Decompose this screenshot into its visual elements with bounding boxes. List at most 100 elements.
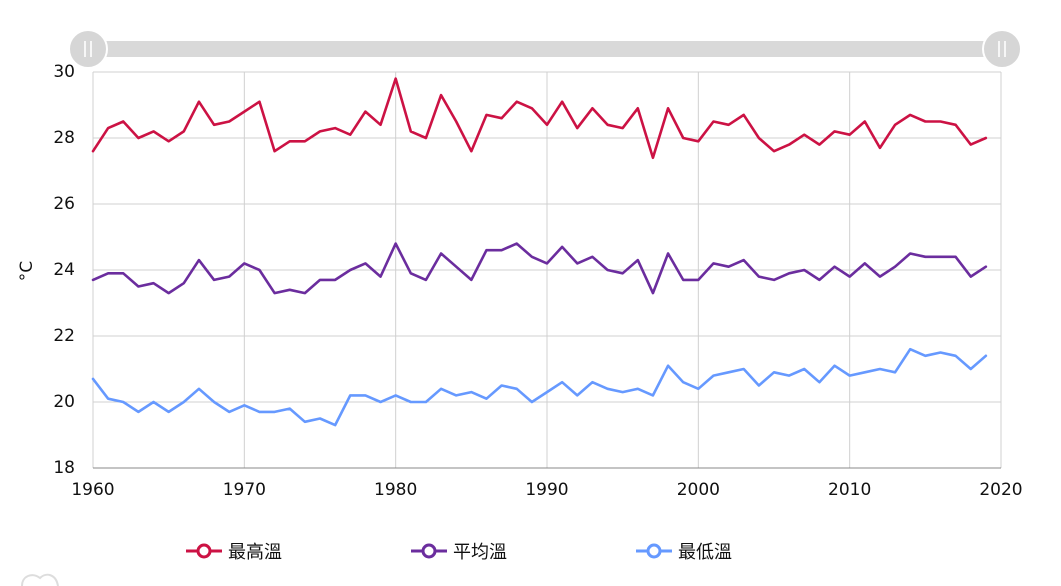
data-point[interactable] (950, 350, 962, 362)
data-point[interactable] (586, 251, 598, 263)
data-point[interactable] (238, 399, 250, 411)
data-point[interactable] (571, 257, 583, 269)
data-point[interactable] (390, 389, 402, 401)
data-point[interactable] (844, 271, 856, 283)
data-point[interactable] (314, 125, 326, 137)
data-point[interactable] (934, 347, 946, 359)
data-point[interactable] (208, 396, 220, 408)
data-point[interactable] (783, 139, 795, 151)
data-point[interactable] (465, 145, 477, 157)
data-point[interactable] (163, 135, 175, 147)
data-point[interactable] (511, 96, 523, 108)
data-point[interactable] (87, 373, 99, 385)
data-point[interactable] (753, 132, 765, 144)
data-point[interactable] (420, 396, 432, 408)
data-point[interactable] (359, 106, 371, 118)
data-point[interactable] (541, 119, 553, 131)
data-point[interactable] (844, 370, 856, 382)
data-point[interactable] (208, 119, 220, 131)
data-point[interactable] (571, 122, 583, 134)
data-point[interactable] (965, 363, 977, 375)
data-point[interactable] (163, 406, 175, 418)
data-point[interactable] (375, 271, 387, 283)
data-point[interactable] (798, 264, 810, 276)
data-point[interactable] (753, 380, 765, 392)
data-point[interactable] (329, 122, 341, 134)
data-point[interactable] (813, 376, 825, 388)
data-point[interactable] (253, 264, 265, 276)
data-point[interactable] (632, 254, 644, 266)
data-point[interactable] (102, 393, 114, 405)
data-point[interactable] (284, 135, 296, 147)
data-point[interactable] (965, 271, 977, 283)
data-point[interactable] (405, 267, 417, 279)
data-point[interactable] (117, 396, 129, 408)
data-point[interactable] (132, 281, 144, 293)
data-point[interactable] (526, 251, 538, 263)
data-point[interactable] (919, 116, 931, 128)
data-point[interactable] (511, 238, 523, 250)
data-point[interactable] (647, 389, 659, 401)
data-point[interactable] (919, 251, 931, 263)
data-point[interactable] (707, 116, 719, 128)
data-point[interactable] (859, 257, 871, 269)
series-line-2[interactable] (91, 347, 988, 427)
data-point[interactable] (390, 73, 402, 85)
data-point[interactable] (692, 383, 704, 395)
data-point[interactable] (556, 96, 568, 108)
slider-track[interactable] (88, 41, 1002, 57)
data-point[interactable] (480, 109, 492, 121)
data-point[interactable] (223, 116, 235, 128)
data-point[interactable] (707, 257, 719, 269)
data-point[interactable] (253, 406, 265, 418)
data-point[interactable] (496, 380, 508, 392)
data-point[interactable] (829, 360, 841, 372)
data-point[interactable] (87, 274, 99, 286)
data-point[interactable] (329, 419, 341, 431)
data-point[interactable] (526, 396, 538, 408)
data-point[interactable] (617, 267, 629, 279)
legend-item-min[interactable]: 最低溫 (636, 536, 732, 566)
data-point[interactable] (768, 274, 780, 286)
slider-right-handle[interactable] (982, 29, 1022, 69)
data-point[interactable] (299, 135, 311, 147)
data-point[interactable] (980, 350, 992, 362)
data-point[interactable] (284, 284, 296, 296)
data-point[interactable] (480, 393, 492, 405)
data-point[interactable] (934, 116, 946, 128)
data-point[interactable] (602, 119, 614, 131)
data-point[interactable] (586, 102, 598, 114)
data-point[interactable] (87, 145, 99, 157)
data-point[interactable] (934, 251, 946, 263)
data-point[interactable] (344, 129, 356, 141)
data-point[interactable] (874, 142, 886, 154)
data-point[interactable] (723, 261, 735, 273)
data-point[interactable] (950, 119, 962, 131)
data-point[interactable] (344, 264, 356, 276)
data-point[interactable] (314, 274, 326, 286)
data-point[interactable] (859, 366, 871, 378)
data-point[interactable] (980, 261, 992, 273)
data-point[interactable] (617, 386, 629, 398)
data-point[interactable] (602, 264, 614, 276)
data-point[interactable] (117, 267, 129, 279)
legend-item-avg[interactable]: 平均溫 (411, 536, 507, 566)
data-point[interactable] (813, 274, 825, 286)
data-point[interactable] (314, 413, 326, 425)
data-point[interactable] (435, 383, 447, 395)
data-point[interactable] (435, 248, 447, 260)
data-point[interactable] (269, 406, 281, 418)
data-point[interactable] (375, 396, 387, 408)
data-point[interactable] (723, 366, 735, 378)
data-point[interactable] (117, 116, 129, 128)
data-point[interactable] (269, 287, 281, 299)
data-point[interactable] (859, 116, 871, 128)
data-point[interactable] (496, 244, 508, 256)
data-point[interactable] (390, 238, 402, 250)
data-point[interactable] (238, 257, 250, 269)
data-point[interactable] (359, 257, 371, 269)
data-point[interactable] (238, 106, 250, 118)
data-point[interactable] (692, 274, 704, 286)
data-point[interactable] (132, 132, 144, 144)
data-point[interactable] (753, 271, 765, 283)
